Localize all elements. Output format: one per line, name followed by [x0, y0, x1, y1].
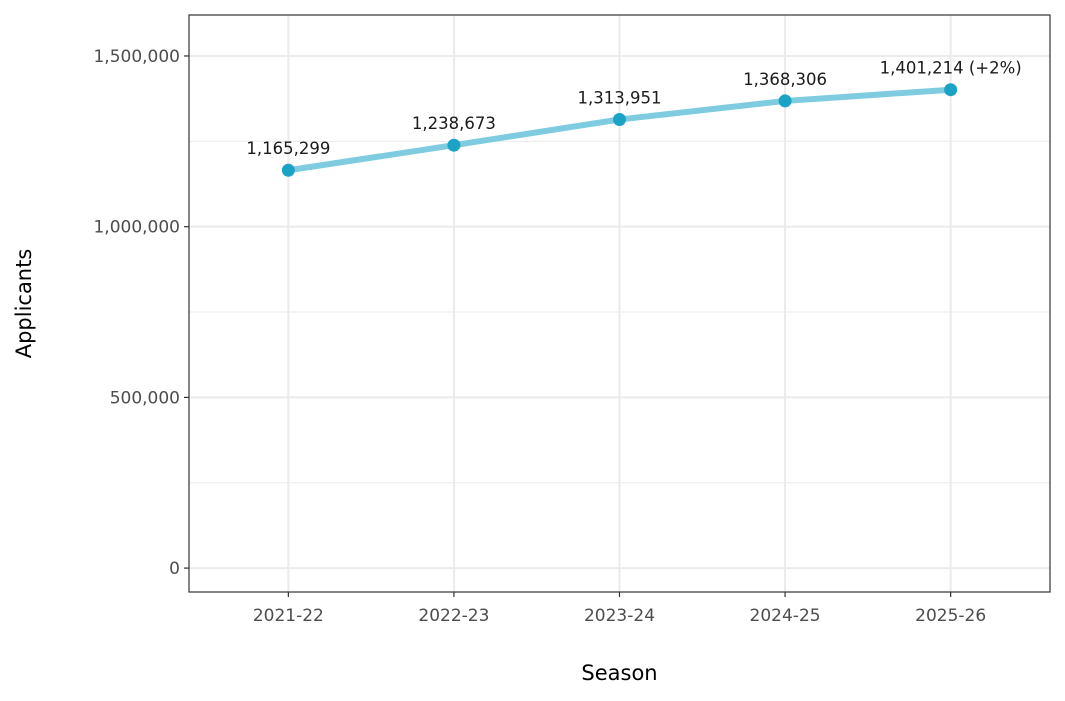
- y-tick-label: 500,000: [110, 388, 180, 408]
- y-tick-label: 1,500,000: [93, 47, 180, 67]
- y-axis-title: Applicants: [12, 249, 36, 359]
- x-tick-label: 2021-22: [253, 606, 324, 626]
- data-point: [944, 83, 958, 97]
- data-label: 1,238,673: [412, 114, 496, 133]
- y-tick-label: 1,000,000: [93, 218, 180, 238]
- major-gridlines: [189, 15, 1050, 592]
- y-axis: 0 500,000 1,000,000 1,500,000: [93, 47, 189, 579]
- x-tick-label: 2025-26: [915, 606, 986, 626]
- y-tick-label: 0: [169, 559, 180, 579]
- x-axis: 2021-22 2022-23 2023-24 2024-25 2025-26: [253, 592, 986, 626]
- data-point: [778, 94, 792, 108]
- x-tick-label: 2024-25: [750, 606, 821, 626]
- x-tick-label: 2023-24: [584, 606, 655, 626]
- data-label: 1,313,951: [578, 88, 662, 107]
- data-label: 1,165,299: [246, 139, 330, 158]
- data-point: [447, 138, 461, 152]
- data-label: 1,368,306: [743, 70, 827, 89]
- data-point: [281, 163, 295, 177]
- data-label: 1,401,214 (+2%): [880, 59, 1022, 78]
- x-tick-label: 2022-23: [418, 606, 489, 626]
- x-axis-title: Season: [581, 661, 657, 685]
- series-layer: 1,165,299 1,238,673 1,313,951 1,368,306 1,40…: [246, 59, 1022, 177]
- data-point: [613, 112, 626, 126]
